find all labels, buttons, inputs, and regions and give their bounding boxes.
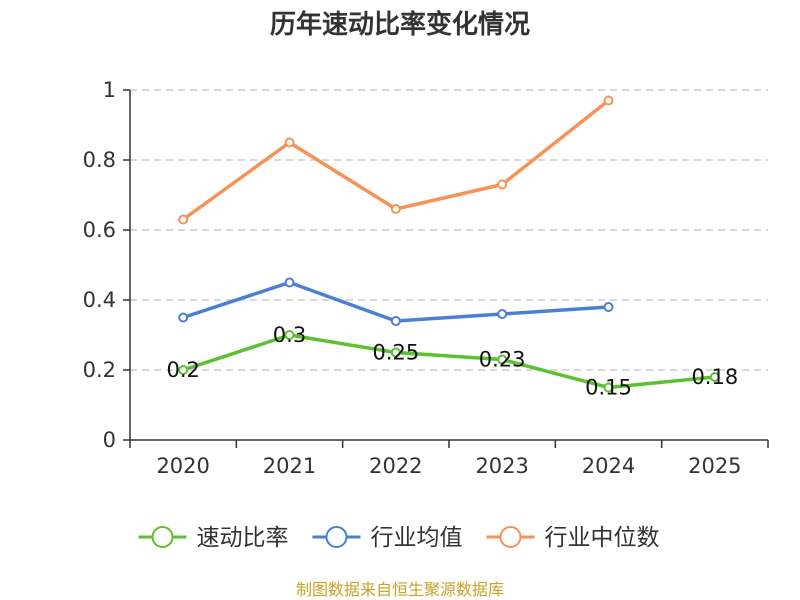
legend-marker-icon (325, 526, 348, 548)
y-tick-label: 0.4 (83, 288, 116, 312)
data-point (284, 277, 295, 288)
x-tick-label: 2022 (369, 454, 422, 478)
y-axis-ticks: 0 0.2 0.4 0.6 0.8 1 (83, 78, 130, 452)
chart-title: 历年速动比率变化情况 (270, 9, 530, 40)
x-tick-label: 2021 (263, 454, 316, 478)
data-label: 0.3 (273, 323, 306, 347)
legend-item-0[interactable]: 速动比率 (138, 525, 289, 551)
data-point (497, 354, 508, 365)
data-label: 0.15 (585, 376, 632, 400)
x-tick-label: 2025 (688, 454, 741, 478)
data-point (603, 302, 614, 312)
data-point (178, 365, 189, 375)
data-label: 0.18 (691, 365, 738, 389)
data-point (497, 179, 508, 190)
data-label: 0.2 (166, 358, 199, 382)
legend-marker-icon (499, 526, 522, 548)
data-point (603, 95, 614, 106)
y-tick-label: 0.6 (83, 218, 116, 242)
legend-label: 行业中位数 (545, 525, 660, 551)
legend-label: 行业均值 (371, 525, 463, 551)
legend-item-2[interactable]: 行业中位数 (486, 525, 660, 551)
source-note: 制图数据来自恒生聚源数据库 (296, 580, 504, 599)
data-point (497, 309, 508, 319)
series-line-0 (181, 333, 717, 390)
data-point (709, 372, 720, 382)
y-tick-label: 0.2 (83, 358, 116, 382)
grid-lines (130, 89, 768, 371)
legend-marker-icon (151, 526, 174, 548)
axes (129, 90, 768, 441)
x-tick-label: 2023 (475, 454, 528, 478)
data-point (284, 330, 295, 340)
y-tick-label: 0 (103, 428, 116, 452)
x-tick-label: 2020 (156, 454, 209, 478)
y-tick-label: 1 (103, 78, 116, 102)
x-tick-label: 2024 (582, 454, 635, 478)
data-point (178, 214, 189, 225)
data-labels: 0.2 0.3 0.25 0.23 0.15 0.18 (166, 323, 738, 400)
data-point (390, 204, 401, 214)
data-point (178, 312, 189, 323)
data-label: 0.25 (372, 341, 419, 365)
legend-label: 速动比率 (197, 525, 289, 551)
series-line-1 (181, 280, 611, 323)
y-tick-label: 0.8 (83, 148, 116, 172)
data-label: 0.23 (479, 348, 526, 372)
legend-item-1[interactable]: 行业均值 (312, 525, 463, 551)
data-point (390, 347, 401, 358)
series-layer (178, 95, 720, 393)
data-point (603, 382, 614, 393)
data-point (390, 316, 401, 326)
data-point (284, 137, 295, 148)
legend: 速动比率 行业均值 行业中位数 (138, 525, 660, 551)
x-axis-ticks: 2020 2021 2022 2023 2024 2025 (129, 440, 769, 478)
